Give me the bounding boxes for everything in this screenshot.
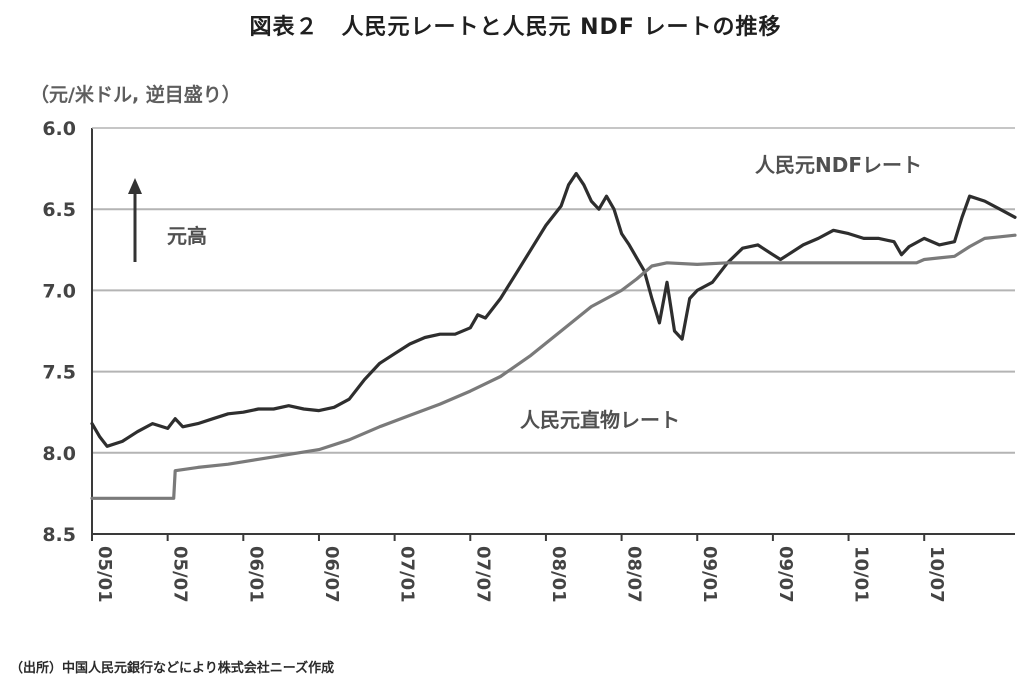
- axes: [91, 127, 1015, 541]
- x-tick-label: 05/07: [170, 546, 191, 603]
- y-tick-labels: 6.0 6.5 7.0 7.5 8.0 8.5: [42, 118, 76, 546]
- up-arrow-icon: [128, 178, 142, 262]
- grid-lines: [92, 208, 1015, 454]
- chart-title: 図表２ 人民元レートと人民元 NDF レートの推移: [249, 15, 782, 40]
- y-tick-label: 6.0: [42, 118, 76, 140]
- x-tick-label: 06/01: [245, 546, 266, 603]
- ndf-series-label: 人民元NDFレート: [755, 153, 922, 177]
- x-tick-label: 07/07: [472, 546, 493, 603]
- x-tick-labels: 05/01 05/07 06/01 06/07 07/01 07/07 08/01 08/07…: [94, 546, 947, 603]
- x-tick-label: 05/01: [94, 546, 115, 603]
- x-tick-label: 07/01: [397, 546, 418, 603]
- currency-appreciation-label: 元高: [167, 224, 207, 248]
- x-tick-label: 06/07: [321, 546, 342, 603]
- x-tick-label: 10/07: [926, 546, 947, 603]
- y-tick-label: 7.0: [42, 280, 76, 302]
- x-tick-label: 10/01: [851, 546, 872, 603]
- spot-series-label: 人民元直物レート: [520, 408, 680, 432]
- y-tick-label: 7.5: [42, 362, 76, 384]
- x-tick-label: 08/07: [624, 546, 645, 603]
- ndf-rate-series-line: [90, 171, 1017, 448]
- source-note: （出所）中国人民元銀行などにより株式会社ニーズ作成: [10, 661, 335, 676]
- series-lines: [90, 171, 1017, 500]
- annotations: 人民元NDFレート 人民元直物レート 元高: [128, 153, 922, 432]
- x-tick-label: 09/01: [699, 546, 720, 603]
- x-tick-label: 09/07: [775, 546, 796, 603]
- x-tick-label: 08/01: [548, 546, 569, 603]
- y-tick-label: 8.5: [42, 524, 76, 546]
- y-axis-unit-label: （元/米ドル, 逆目盛り）: [30, 84, 241, 106]
- y-tick-label: 8.0: [42, 443, 76, 465]
- spot-rate-series-line: [90, 233, 1017, 500]
- y-tick-label: 6.5: [42, 199, 76, 221]
